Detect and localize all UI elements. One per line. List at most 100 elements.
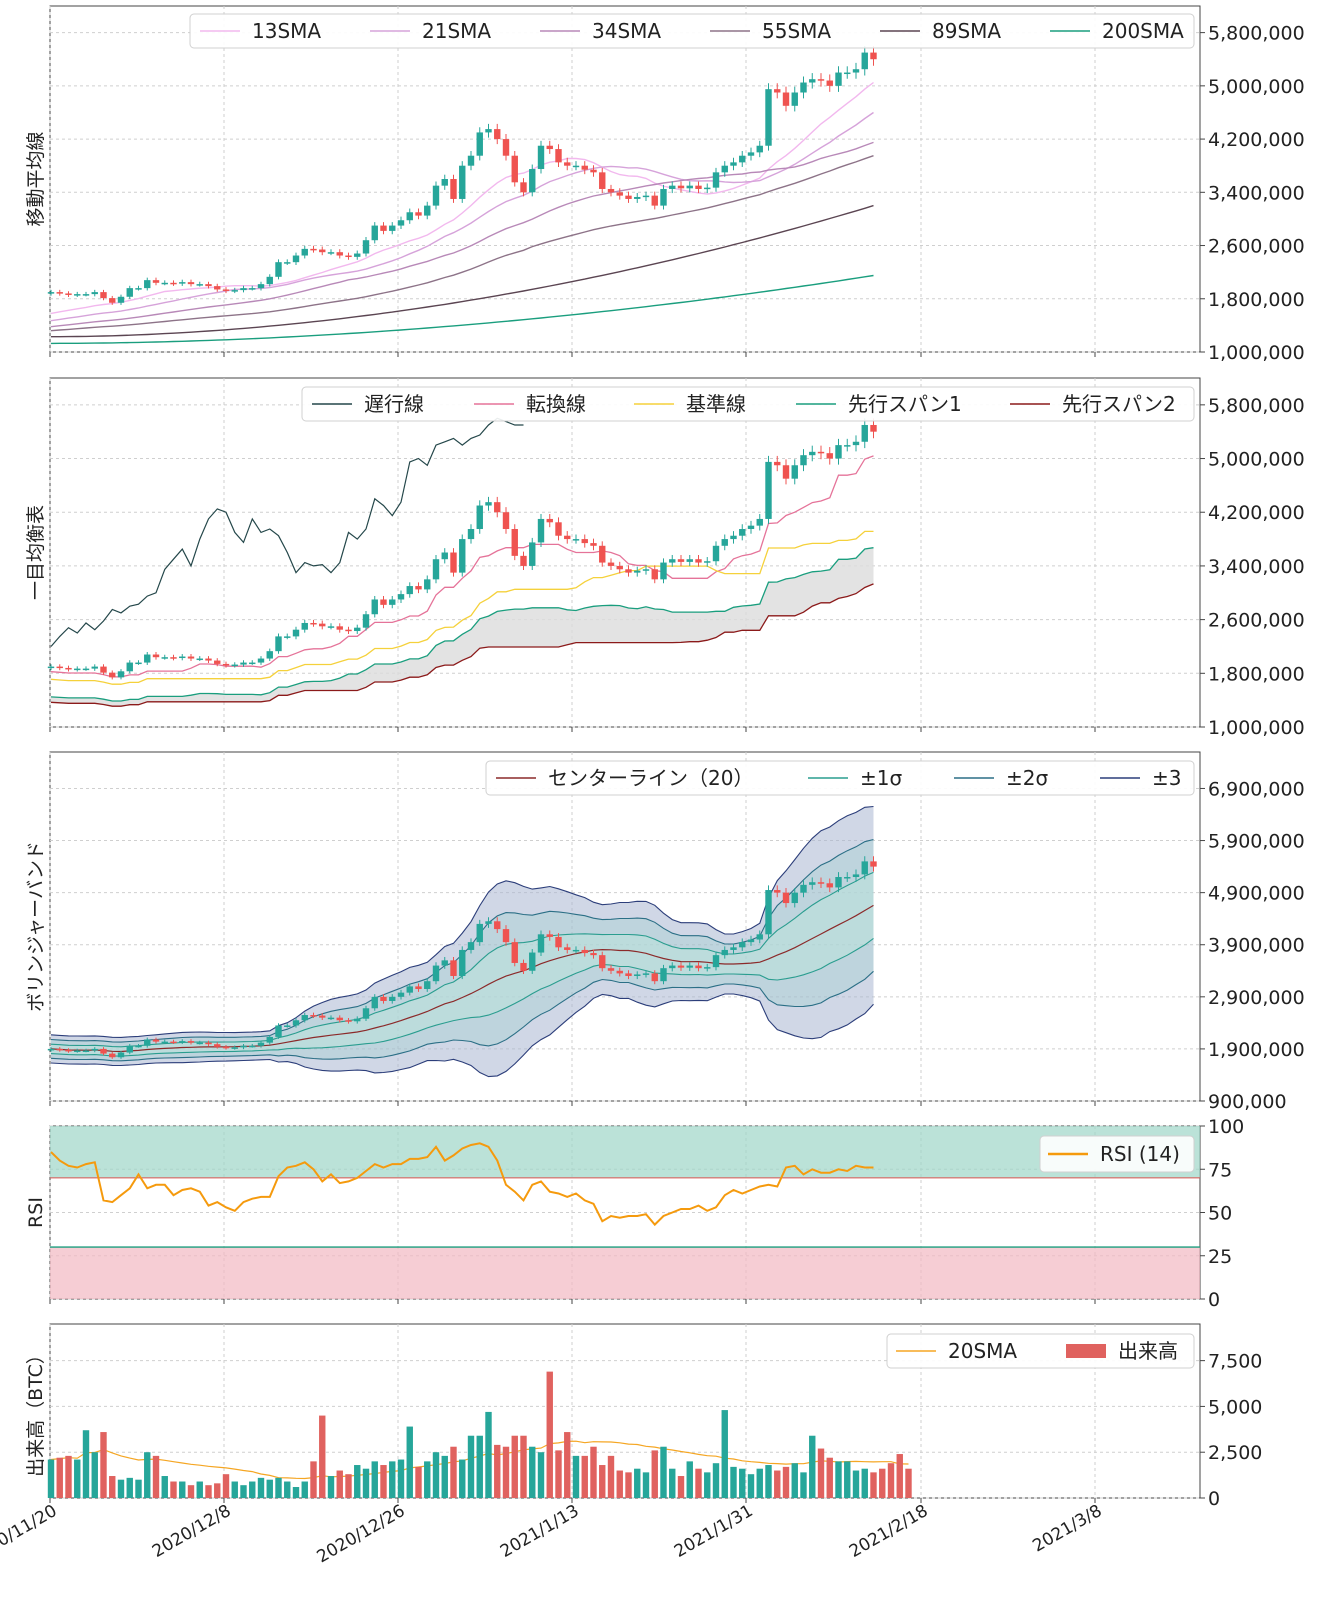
y-tick-label: 7,500 <box>1208 1351 1262 1373</box>
candle-body <box>835 445 842 459</box>
candle-body <box>721 165 728 173</box>
candle-body <box>476 505 483 530</box>
y-tick-label: 5,000 <box>1208 1396 1262 1418</box>
candle-body <box>397 992 405 997</box>
candle-body <box>704 561 711 563</box>
candle-body <box>852 441 860 446</box>
volume-bar <box>450 1446 457 1498</box>
candle-body <box>704 967 711 969</box>
volume-bar <box>520 1435 527 1498</box>
candle-body <box>65 1049 72 1052</box>
y-tick-label: 75 <box>1208 1159 1232 1181</box>
volume-bar <box>870 1472 877 1498</box>
candle-body <box>362 240 370 254</box>
candle-body <box>319 623 326 627</box>
y-axis-label: ボリンジャーバンド <box>25 841 47 1012</box>
candle-body <box>564 947 571 950</box>
volume-bar <box>467 1435 475 1498</box>
candle-body <box>502 139 510 156</box>
candle-body <box>537 518 545 543</box>
candle-body <box>319 1015 326 1018</box>
candle-body <box>336 252 343 256</box>
candle-body <box>590 543 597 546</box>
volume-bar <box>800 1472 807 1498</box>
candle-body <box>809 882 816 885</box>
candle-body <box>222 289 230 291</box>
bb-line <box>50 805 874 1038</box>
candle-body <box>179 1041 186 1043</box>
candle-body <box>774 461 781 466</box>
candle-body <box>599 545 606 563</box>
volume-bar <box>555 1450 562 1498</box>
candle-body <box>327 1017 335 1020</box>
candle-body <box>852 874 860 878</box>
candle-body <box>450 960 457 976</box>
volume-bar <box>669 1468 676 1498</box>
candle-body <box>56 292 63 294</box>
ichimoku-span2-line <box>50 583 874 707</box>
volume-bar <box>47 1459 55 1498</box>
candle-body <box>747 152 755 156</box>
candle-body <box>91 666 98 669</box>
bb-band-3 <box>51 806 874 1077</box>
candle-body <box>319 249 326 253</box>
candle-body <box>161 1041 168 1044</box>
candle-body <box>109 298 116 303</box>
volume-bar <box>126 1477 133 1498</box>
candle-body <box>82 294 90 296</box>
candle-body <box>791 465 798 479</box>
volume-bar <box>187 1485 195 1498</box>
candle-body <box>406 212 413 221</box>
volume-bar <box>56 1457 63 1498</box>
candle-body <box>826 453 833 459</box>
volume-bar <box>721 1410 728 1498</box>
volume-bar <box>100 1432 107 1498</box>
volume-bar <box>905 1468 912 1498</box>
volume-bar <box>389 1461 396 1498</box>
candle-body <box>415 586 422 590</box>
volume-bar <box>257 1477 265 1498</box>
kumo-cloud <box>51 547 874 707</box>
candle-body <box>56 1048 63 1051</box>
volume-bar <box>581 1455 588 1498</box>
candle-body <box>284 636 291 638</box>
candle-body <box>520 555 527 566</box>
ichimoku-lag-line <box>50 417 524 647</box>
candle-body <box>730 535 737 540</box>
candle-body <box>65 293 72 295</box>
candle-body <box>406 586 413 595</box>
candle-body <box>476 923 483 943</box>
candle-body <box>389 996 396 1001</box>
candle-body <box>765 461 772 519</box>
candle-body <box>616 192 623 196</box>
volume-bar <box>607 1455 615 1498</box>
candle-body <box>47 666 55 669</box>
candle-body <box>669 965 676 969</box>
candle-body <box>301 1015 308 1021</box>
volume-bar <box>82 1430 90 1498</box>
volume-bar <box>485 1411 492 1498</box>
volume-bar <box>292 1487 300 1498</box>
candle-body <box>275 636 282 652</box>
candle-body <box>240 288 247 291</box>
candle-body <box>74 294 81 296</box>
volume-bar <box>739 1468 746 1498</box>
candle-body <box>555 522 562 536</box>
candle-body <box>870 861 877 867</box>
x-tick-label: 2020/11/20 <box>0 1501 61 1567</box>
candle-body <box>739 155 746 163</box>
candle-body <box>432 965 440 982</box>
volume-bar <box>511 1435 518 1498</box>
candle-body <box>791 892 798 904</box>
y-tick-label: 6,900,000 <box>1208 778 1305 800</box>
x-tick-label: 2021/2/18 <box>846 1501 931 1562</box>
x-tick-label: 2020/12/8 <box>149 1501 234 1562</box>
candle-body <box>730 947 737 950</box>
volume-bar <box>240 1485 247 1498</box>
candle-body <box>677 559 685 562</box>
candle-body <box>170 1041 177 1044</box>
volume-bar <box>214 1483 221 1498</box>
volume-bar <box>249 1481 256 1498</box>
y-tick-label: 5,800,000 <box>1208 395 1305 417</box>
y-tick-label: 900,000 <box>1208 1091 1287 1113</box>
